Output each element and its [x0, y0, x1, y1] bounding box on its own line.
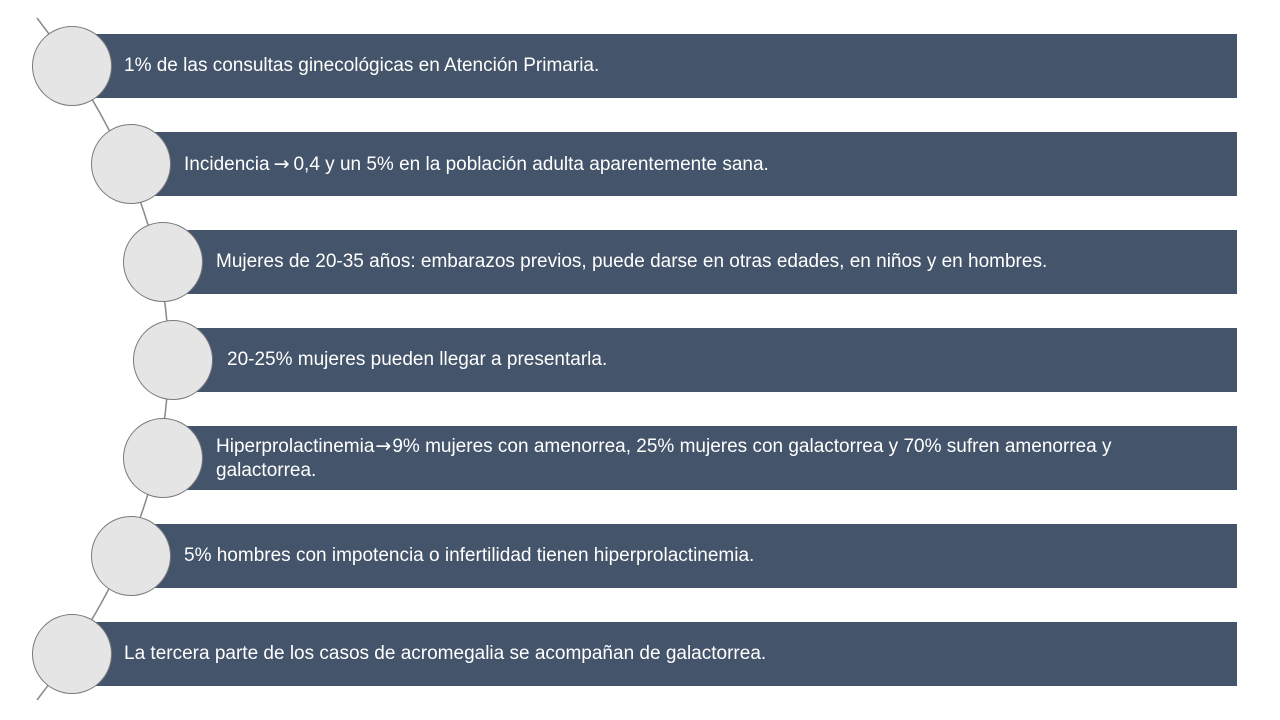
item-text: Incidencia → 0,4 y un 5% en la población a…	[184, 152, 769, 177]
timeline-circle	[91, 516, 171, 596]
list-item: 5% hombres con impotencia o infertilidad…	[131, 524, 1237, 588]
item-text-rest: 9% mujeres con amenorrea, 25% mujeres co…	[216, 435, 1112, 481]
list-item: 20-25% mujeres pueden llegar a presentar…	[173, 328, 1237, 392]
list-item: Hiperprolactinemia→9% mujeres con amenor…	[163, 426, 1237, 490]
timeline-circle	[123, 222, 203, 302]
arrow-icon: →	[375, 434, 392, 457]
timeline-circle	[32, 26, 112, 106]
item-text-lead: Incidencia	[184, 153, 270, 175]
item-text: 20-25% mujeres pueden llegar a presentar…	[227, 349, 608, 370]
item-text: 5% hombres con impotencia o infertilidad…	[184, 545, 755, 566]
item-text: La tercera parte de los casos de acromeg…	[124, 643, 767, 664]
item-text: 1% de las consultas ginecológicas en Ate…	[124, 55, 600, 76]
timeline-circle	[133, 320, 213, 400]
item-text-rest: 0,4 y un 5% en la población adulta apare…	[293, 153, 769, 175]
item-text: Mujeres de 20-35 años: embarazos previos…	[216, 251, 1048, 272]
timeline-circle	[91, 124, 171, 204]
item-text-lead: Hiperprolactinemia	[216, 435, 375, 457]
timeline-circle	[123, 418, 203, 498]
timeline-circle	[32, 614, 112, 694]
item-text: Hiperprolactinemia→9% mujeres con amenor…	[216, 434, 1147, 483]
arrow-icon: →	[273, 152, 290, 175]
list-item: Incidencia → 0,4 y un 5% en la población a…	[131, 132, 1237, 196]
list-item: Mujeres de 20-35 años: embarazos previos…	[163, 230, 1237, 294]
list-item: La tercera parte de los casos de acromeg…	[72, 622, 1237, 686]
list-item: 1% de las consultas ginecológicas en Ate…	[72, 34, 1237, 98]
